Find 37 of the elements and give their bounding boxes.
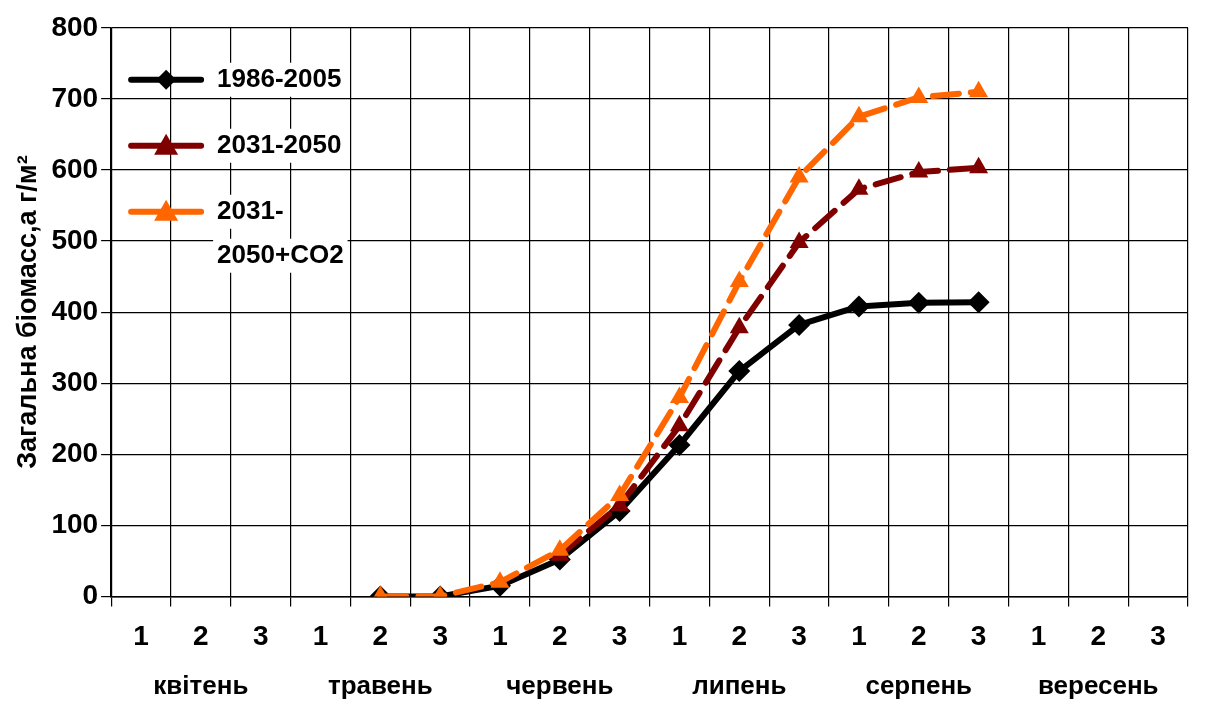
x-tick-label: 2 bbox=[372, 619, 389, 651]
y-tick-label: 500 bbox=[51, 223, 99, 255]
x-tick-label: 1 bbox=[312, 619, 329, 651]
x-tick-label: 3 bbox=[970, 619, 987, 651]
x-tick-label: 2 bbox=[910, 619, 927, 651]
text: червень bbox=[506, 670, 614, 701]
x-tick-label: 3 bbox=[252, 619, 269, 651]
x-tick-label: 1 bbox=[671, 619, 688, 651]
legend-label: 1986-2005 bbox=[217, 62, 342, 93]
text: вересень bbox=[1037, 670, 1159, 701]
x-tick-label: 3 bbox=[1150, 619, 1166, 651]
x-tick-label: 3 bbox=[611, 619, 628, 651]
x-tick-label: 2 bbox=[193, 619, 209, 651]
y-tick-label: 600 bbox=[51, 152, 99, 184]
x-tick-label: 2 bbox=[1090, 619, 1107, 651]
x-tick-label: 3 bbox=[432, 619, 448, 651]
y-tick-label: 100 bbox=[51, 508, 99, 540]
x-tick-label: 1 bbox=[492, 619, 508, 651]
y-tick-label: 0 bbox=[82, 579, 99, 611]
legend-label: 2031-2050+CO2 bbox=[217, 194, 344, 269]
x-tick-label: 2 bbox=[731, 619, 748, 651]
x-tick-label: 2 bbox=[552, 619, 568, 651]
text: квітень bbox=[153, 670, 249, 701]
y-tick-label: 200 bbox=[51, 436, 99, 468]
y-tick-label: 800 bbox=[51, 10, 99, 42]
x-tick-label: 1 bbox=[1030, 619, 1047, 651]
x-tick-label: 1 bbox=[851, 619, 867, 651]
y-tick-label: 300 bbox=[51, 365, 99, 397]
x-tick-label: 3 bbox=[791, 619, 807, 651]
y-tick-label: 400 bbox=[51, 294, 99, 326]
legend-label: 2031-2050 bbox=[217, 128, 342, 159]
x-tick-label: 1 bbox=[133, 619, 149, 651]
text: липень bbox=[692, 670, 787, 701]
y-axis-title: Загальна біомасс,а г/м² bbox=[11, 155, 42, 469]
text: серпень bbox=[865, 670, 973, 701]
y-tick-label: 700 bbox=[51, 81, 99, 113]
text: травень bbox=[327, 670, 433, 701]
